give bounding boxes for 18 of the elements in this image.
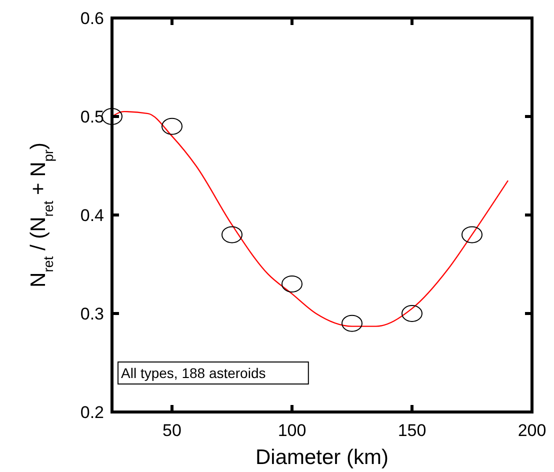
y-tick-label: 0.5 [80, 107, 104, 126]
point [222, 226, 242, 244]
point [402, 305, 422, 322]
y-tick-label: 0.6 [80, 8, 104, 28]
point [342, 314, 362, 332]
y-tick-label: 0.4 [80, 206, 104, 225]
x-tick-label: 150 [398, 421, 426, 440]
y-tick-label: 0.3 [80, 304, 104, 324]
annotation: All types, 188 asteroids [121, 365, 266, 381]
x-tick-label: 50 [162, 421, 182, 440]
point [102, 108, 122, 125]
y-tick-label: 0.2 [80, 402, 104, 422]
x-tick-label: 200 [518, 421, 546, 440]
point [282, 275, 302, 292]
x-axis-title: Diameter (km) [255, 446, 389, 469]
x-tick-label: 100 [278, 421, 306, 440]
point [462, 226, 482, 244]
point [162, 118, 182, 135]
